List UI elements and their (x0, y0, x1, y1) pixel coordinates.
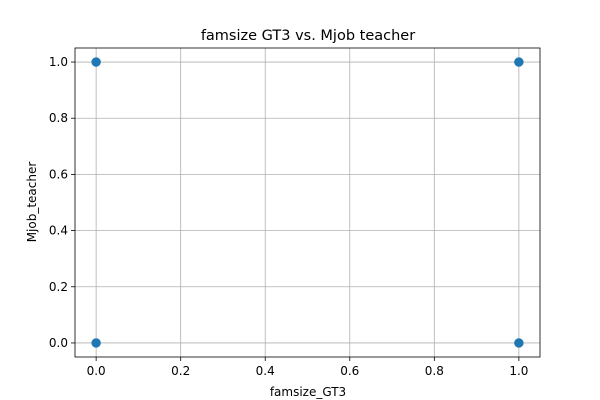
grid-layer (75, 48, 540, 357)
y-tick-label: 0.0 (49, 336, 68, 350)
scatter-point (514, 338, 524, 348)
x-tick-label: 0.8 (425, 364, 444, 378)
scatter-point (514, 57, 524, 67)
plot-frame (74, 47, 541, 358)
x-tick-label: 0.6 (340, 364, 359, 378)
points-layer (91, 57, 524, 348)
x-axis-label: famsize_GT3 (270, 385, 346, 399)
y-tick-label: 0.8 (49, 111, 68, 125)
x-tick-label: 1.0 (509, 364, 528, 378)
y-tick-label: 0.4 (49, 224, 68, 238)
scatter-point (91, 338, 101, 348)
y-tick-label: 0.6 (49, 167, 68, 181)
y-tick-label: 1.0 (49, 55, 68, 69)
x-tick-label: 0.0 (87, 364, 106, 378)
y-tick-label: 0.2 (49, 280, 68, 294)
ticks-layer: 0.0 0.2 0.4 0.6 0.8 1.0 0.0 0.2 0.4 0.6 0.8 1.0 (49, 55, 529, 378)
scatter-point (91, 57, 101, 67)
y-axis-label: Mjob_teacher (25, 162, 39, 243)
x-tick-label: 0.4 (256, 364, 275, 378)
x-tick-label: 0.2 (171, 364, 190, 378)
chart-title: famsize GT3 vs. Mjob teacher (201, 28, 415, 44)
